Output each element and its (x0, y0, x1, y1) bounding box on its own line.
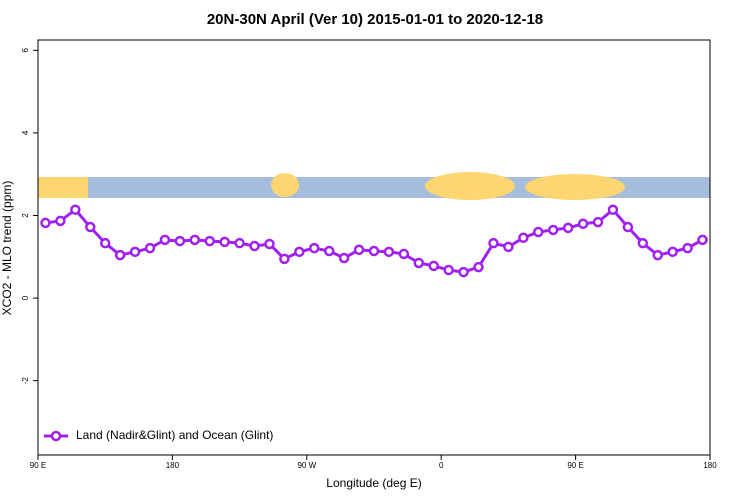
point (607, 204, 619, 215)
point (279, 253, 290, 265)
point (443, 264, 454, 276)
point (547, 224, 559, 236)
point (70, 204, 81, 215)
x-axis-label: Longitude (deg E) (326, 476, 421, 490)
point (533, 226, 544, 238)
map-strip (38, 172, 710, 200)
point (264, 238, 275, 250)
point (577, 218, 589, 230)
x-tick-label: 180 (166, 461, 180, 470)
point (488, 237, 499, 249)
point (383, 246, 395, 258)
point (323, 245, 335, 257)
point (114, 249, 126, 261)
point (159, 234, 171, 246)
point (368, 245, 380, 257)
point (652, 249, 663, 261)
x-tick-label: 0 (439, 461, 444, 470)
y-tick-label: 0 (21, 295, 30, 300)
point (129, 246, 141, 258)
x-tick-label: 90 E (567, 461, 583, 470)
point (234, 237, 245, 249)
point (592, 216, 604, 228)
y-tick-label: 2 (21, 213, 30, 218)
x-tick-label: 90 E (30, 461, 46, 470)
point (413, 257, 425, 269)
point (85, 221, 96, 233)
point (473, 261, 484, 273)
point (338, 252, 350, 264)
point (697, 234, 708, 246)
legend-swatch (50, 430, 62, 442)
legend-label: Land (Nadir&Glint) and Ocean (Glint) (76, 428, 273, 442)
point (353, 244, 365, 256)
point (428, 260, 439, 272)
point (249, 240, 260, 252)
point (562, 222, 574, 234)
point (309, 242, 320, 254)
y-tick-label: -2 (21, 377, 30, 385)
point (294, 246, 305, 258)
point (518, 232, 529, 244)
point (219, 236, 230, 248)
point (503, 241, 514, 253)
point (189, 234, 201, 246)
point (458, 266, 469, 278)
y-axis-label: XCO2 - MLO trend (ppm) (0, 181, 14, 316)
y-tick-label: 6 (21, 48, 30, 53)
point (99, 237, 111, 249)
point (622, 221, 634, 233)
x-tick-label: 90 W (297, 461, 316, 470)
plot-frame (37, 39, 711, 456)
point (174, 235, 186, 247)
x-tick-label: 180 (703, 461, 717, 470)
point (398, 248, 410, 260)
point (667, 246, 678, 258)
point (637, 237, 649, 249)
series-line (45, 207, 704, 274)
chart-title: 20N-30N April (Ver 10) 2015-01-01 to 202… (207, 11, 543, 28)
point (40, 217, 51, 229)
point (682, 242, 693, 254)
point (144, 242, 156, 254)
point (204, 235, 215, 247)
y-tick-label: 4 (21, 130, 30, 135)
point (55, 215, 66, 227)
